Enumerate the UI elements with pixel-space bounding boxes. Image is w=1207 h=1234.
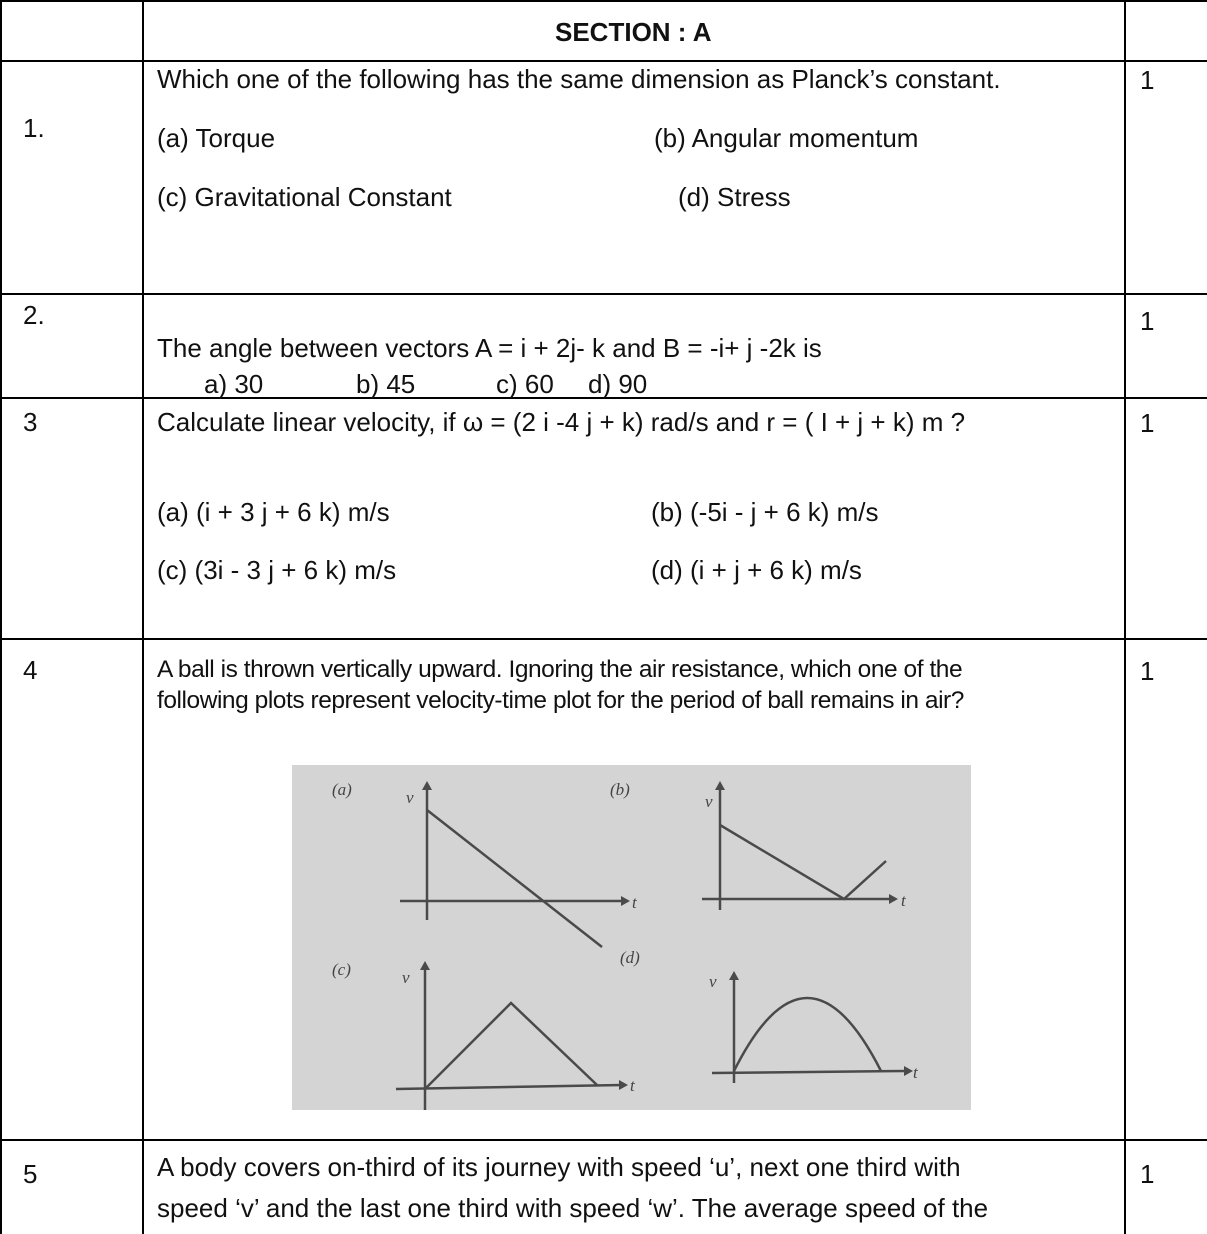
plot-b-label: (b) <box>610 780 630 799</box>
option-b: b) 45 <box>356 369 416 399</box>
option-d: (d) (i + j + 6 k) m/s <box>651 555 862 585</box>
plot-c-v-label: v <box>402 968 410 987</box>
plot-a-v-label: v <box>406 788 414 807</box>
plot-a-v-arrow <box>422 781 432 790</box>
plot-d-t-label: t <box>913 1063 919 1082</box>
plot-c-t-arrow <box>619 1080 628 1090</box>
section-title: SECTION : A <box>555 17 712 47</box>
plot-a-label: (a) <box>332 780 352 799</box>
question-text-line-2: speed ‘v’ and the last one third with sp… <box>157 1193 989 1223</box>
option-a: (a) Torque <box>157 123 276 153</box>
option-b: (b) Angular momentum <box>654 123 919 153</box>
question-marks: 1 <box>1140 65 1155 95</box>
row-divider <box>0 60 1207 62</box>
question-marks: 1 <box>1140 656 1155 686</box>
plot-d-t-axis <box>711 1069 908 1075</box>
option-b: (b) (-5i - j + 6 k) m/s <box>651 497 879 527</box>
plot-b-t-arrow <box>889 894 898 904</box>
plot-d-label: (d) <box>620 948 640 967</box>
row-divider <box>0 397 1207 399</box>
velocity-time-plots-figure: (a) v t (b) v t (c) v t (d) v t <box>292 765 971 1110</box>
option-c: c) 60 <box>496 369 554 399</box>
plot-b-curve <box>719 823 887 901</box>
question-number: 5 <box>23 1159 38 1189</box>
plot-c-curve <box>424 1001 598 1090</box>
plot-d-curve <box>732 997 883 1072</box>
table-border-top <box>0 0 1207 2</box>
option-a: (a) (i + 3 j + 6 k) m/s <box>157 497 390 527</box>
row-divider <box>0 293 1207 295</box>
row-divider <box>0 638 1207 640</box>
question-marks: 1 <box>1140 1159 1155 1189</box>
plot-a-t-label: t <box>632 893 638 912</box>
plot-b-v-label: v <box>705 792 713 811</box>
question-text: The angle between vectors A = i + 2j- k … <box>157 333 822 363</box>
plot-a-curve <box>426 809 603 948</box>
question-number: 3 <box>23 407 38 437</box>
question-text-line-1: A ball is thrown vertically upward. Igno… <box>157 656 963 683</box>
plot-c-t-label: t <box>630 1076 636 1095</box>
option-d: d) 90 <box>588 369 648 399</box>
table-border-left <box>0 0 2 1234</box>
column-divider <box>1124 0 1126 1234</box>
plot-d-v-arrow <box>729 971 739 980</box>
column-divider <box>142 0 144 1234</box>
plot-c-label: (c) <box>332 960 351 979</box>
question-number: 2. <box>23 300 45 330</box>
question-text: Calculate linear velocity, if ω = (2 i -… <box>157 407 966 437</box>
row-divider <box>0 1139 1207 1141</box>
question-number: 4 <box>23 655 38 685</box>
option-d: (d) Stress <box>678 182 791 212</box>
question-marks: 1 <box>1140 408 1155 438</box>
question-marks: 1 <box>1140 306 1155 336</box>
question-text-line-1: A body covers on-third of its journey wi… <box>157 1152 961 1182</box>
plot-a-t-arrow <box>621 896 630 906</box>
plot-d-v-label: v <box>709 972 717 991</box>
question-text-line-2: following plots represent velocity-time … <box>157 687 964 714</box>
plot-c-v-arrow <box>420 961 430 970</box>
velocity-time-plots-svg: (a) v t (b) v t (c) v t (d) v t <box>332 780 919 1110</box>
plot-b-v-arrow <box>715 781 725 790</box>
plot-d-t-arrow <box>904 1066 913 1076</box>
question-number: 1. <box>23 113 45 143</box>
option-c: (c) (3i - 3 j + 6 k) m/s <box>157 555 397 585</box>
option-a: a) 30 <box>204 369 264 399</box>
plot-c-t-axis <box>395 1083 623 1091</box>
question-text: Which one of the following has the same … <box>157 64 1001 94</box>
plot-b-t-label: t <box>901 891 907 910</box>
option-c: (c) Gravitational Constant <box>157 182 452 212</box>
